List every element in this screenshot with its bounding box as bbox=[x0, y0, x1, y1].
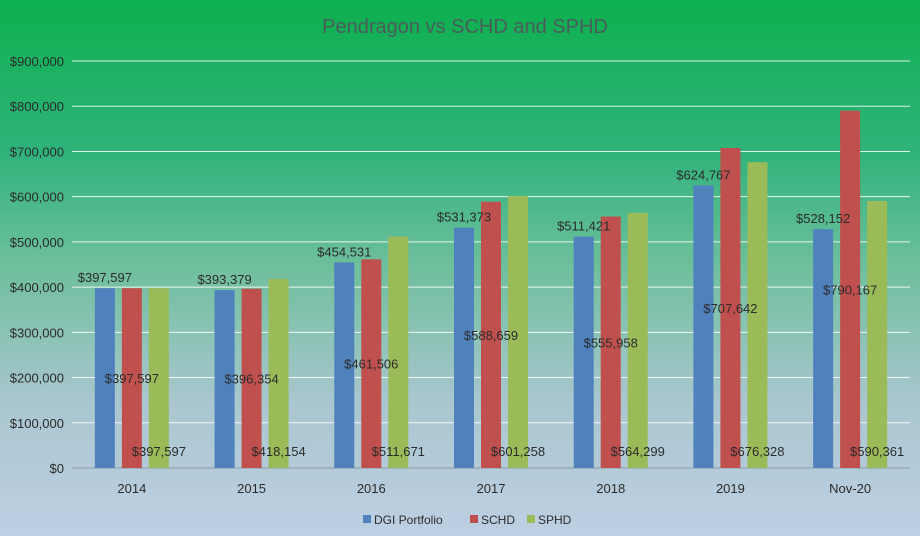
data-label: $790,167 bbox=[823, 282, 877, 297]
data-labels: $397,597 $397,597 $397,597 $393,379 $396,354… bbox=[78, 167, 905, 459]
bar-dgi-portfolio bbox=[693, 185, 714, 468]
data-label: $511,671 bbox=[372, 444, 425, 459]
bar-dgi-portfolio bbox=[813, 229, 834, 468]
bar-schd bbox=[481, 201, 501, 468]
data-label: $590,361 bbox=[850, 444, 904, 459]
data-label: $528,152 bbox=[796, 211, 850, 226]
bar-sphd bbox=[508, 196, 528, 468]
data-label: $397,597 bbox=[78, 270, 132, 285]
bar-dgi-portfolio bbox=[334, 262, 355, 468]
bar-dgi-portfolio bbox=[454, 227, 474, 468]
legend-label: SPHD bbox=[538, 513, 572, 527]
x-axis-ticks: 2014 2015 2016 2017 2018 2019 Nov-20 bbox=[117, 481, 871, 496]
bar-schd bbox=[121, 288, 142, 468]
y-tick-label: $300,000 bbox=[10, 325, 64, 340]
legend-label: SCHD bbox=[481, 513, 515, 527]
data-label: $588,659 bbox=[464, 328, 518, 343]
data-label: $555,958 bbox=[584, 335, 638, 350]
data-label: $461,506 bbox=[344, 357, 398, 372]
data-label: $396,354 bbox=[224, 371, 278, 386]
bar-sphd bbox=[627, 212, 648, 468]
data-label: $418,154 bbox=[251, 444, 305, 459]
legend: DGI Portfolio SCHD SPHD bbox=[363, 513, 572, 527]
bars bbox=[94, 110, 888, 469]
data-label: $624,767 bbox=[676, 167, 730, 182]
bar-schd bbox=[600, 216, 621, 468]
data-label: $676,328 bbox=[730, 444, 784, 459]
legend-swatch bbox=[363, 515, 371, 523]
bar-sphd bbox=[268, 278, 289, 468]
data-label: $511,421 bbox=[557, 219, 610, 234]
x-tick-label: 2016 bbox=[357, 481, 386, 496]
data-label: $707,642 bbox=[703, 301, 757, 316]
data-label: $454,531 bbox=[317, 244, 371, 259]
x-tick-label: Nov-20 bbox=[829, 481, 871, 496]
bar-schd bbox=[361, 259, 382, 468]
legend-swatch bbox=[527, 515, 535, 523]
y-tick-label: $500,000 bbox=[10, 235, 64, 250]
y-axis-ticks: $0 $100,000 $200,000 $300,000 $400,000 $500,0… bbox=[10, 54, 64, 476]
bar-dgi-portfolio bbox=[94, 288, 115, 468]
data-label: $564,299 bbox=[611, 444, 665, 459]
bar-schd bbox=[241, 288, 262, 468]
chart-title: Pendragon vs SCHD and SPHD bbox=[322, 16, 608, 38]
bar-sphd bbox=[388, 236, 409, 468]
bar-dgi-portfolio bbox=[573, 236, 594, 468]
bar-dgi-portfolio bbox=[214, 290, 235, 468]
y-tick-label: $400,000 bbox=[10, 280, 64, 295]
legend-swatch bbox=[470, 515, 478, 523]
y-tick-label: $900,000 bbox=[10, 54, 64, 69]
y-tick-label: $100,000 bbox=[10, 416, 64, 431]
data-label: $397,597 bbox=[132, 444, 186, 459]
bar-sphd bbox=[747, 162, 768, 468]
data-label: $601,258 bbox=[491, 444, 545, 459]
bar-schd bbox=[720, 147, 741, 468]
x-tick-label: 2019 bbox=[716, 481, 745, 496]
data-label: $531,373 bbox=[437, 210, 491, 225]
data-label: $393,379 bbox=[197, 272, 251, 287]
x-tick-label: 2015 bbox=[237, 481, 266, 496]
y-tick-label: $800,000 bbox=[10, 99, 64, 114]
x-tick-label: 2014 bbox=[117, 481, 146, 496]
y-tick-label: $0 bbox=[50, 461, 64, 476]
data-label: $397,597 bbox=[105, 371, 159, 386]
y-tick-label: $600,000 bbox=[10, 190, 64, 205]
legend-label: DGI Portfolio bbox=[374, 513, 443, 527]
bar-sphd bbox=[867, 201, 888, 468]
y-tick-label: $700,000 bbox=[10, 144, 64, 159]
x-tick-label: 2018 bbox=[596, 481, 625, 496]
y-tick-label: $200,000 bbox=[10, 371, 64, 386]
x-tick-label: 2017 bbox=[477, 481, 506, 496]
bar-sphd bbox=[148, 288, 169, 468]
bar-schd bbox=[840, 110, 861, 469]
